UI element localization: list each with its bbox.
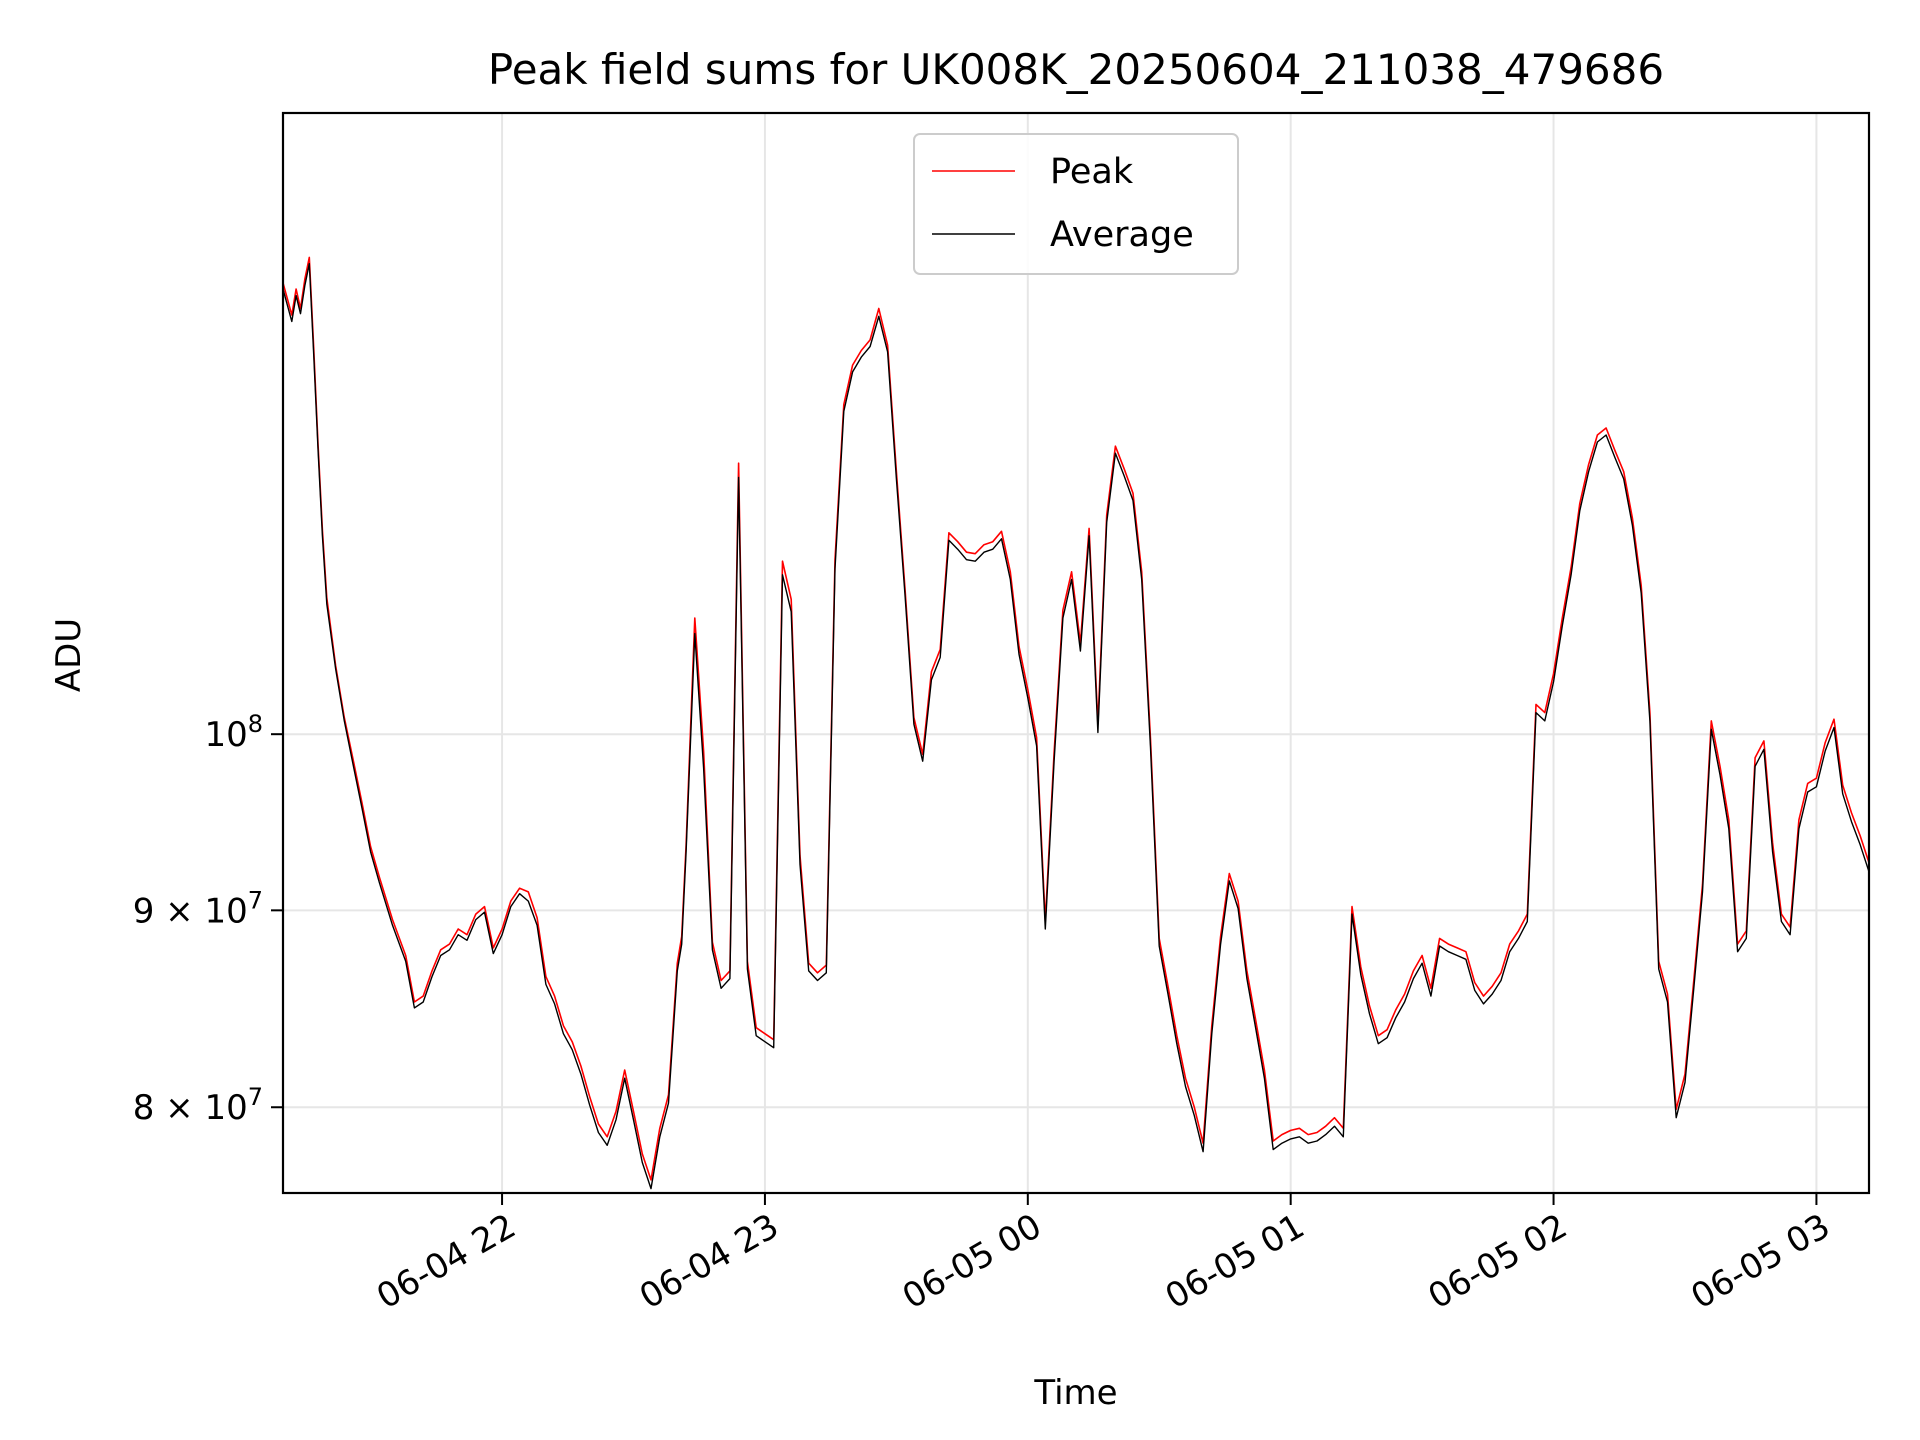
legend-label-peak: Peak (1050, 152, 1134, 192)
plot-frame (281, 111, 1871, 1195)
legend-box (913, 133, 1239, 275)
grid (283, 113, 1869, 1193)
legend: Peak Average (913, 133, 1239, 275)
y-tick-label: 8 × 107 (133, 1083, 263, 1128)
y-axis-ticks: 8 × 107 9 × 107 108 (133, 710, 283, 1128)
series-line-average (283, 263, 1869, 1190)
x-axis-label: Time (1033, 1373, 1117, 1413)
y-tick-label: 108 (204, 710, 263, 755)
y-axis-label: ADU (49, 618, 89, 692)
legend-label-average: Average (1050, 215, 1194, 255)
y-tick-label: 9 × 107 (133, 886, 263, 931)
series-layer (283, 256, 1869, 1190)
chart-title: Peak field sums for UK008K_20250604_2110… (488, 45, 1664, 94)
